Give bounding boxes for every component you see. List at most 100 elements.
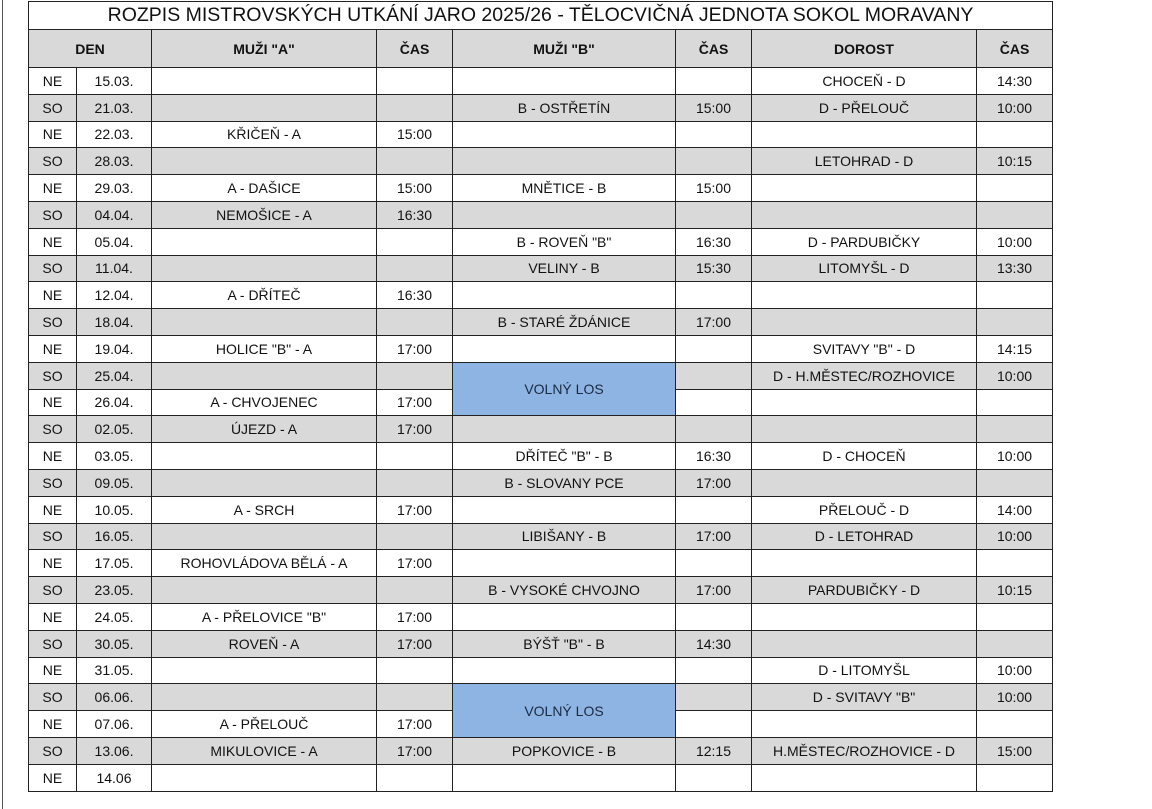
youth-match: PŘELOUČ - D xyxy=(751,495,977,524)
header-day: DEN xyxy=(28,29,152,68)
youth-match: H.MĚSTEC/ROZHOVICE - D xyxy=(751,736,977,765)
men-b-time xyxy=(675,334,752,363)
youth-time: 10:00 xyxy=(975,522,1054,551)
men-a-match: A - CHVOJENEC xyxy=(151,388,377,417)
youth-time: 10:00 xyxy=(975,683,1054,712)
header-men-a: MUŽI "A" xyxy=(151,29,377,68)
youth-time: 13:30 xyxy=(975,254,1054,283)
day-cell: NE xyxy=(28,549,77,578)
men-b-time: 15:00 xyxy=(675,174,752,202)
men-a-match: A - DAŠICE xyxy=(151,174,377,202)
men-a-time xyxy=(376,227,453,256)
day-cell: SO xyxy=(28,683,77,712)
men-b-time xyxy=(675,763,752,792)
youth-match: LITOMYŠL - D xyxy=(751,254,977,283)
men-a-time: 15:00 xyxy=(376,174,453,202)
date-cell: 31.05. xyxy=(76,656,152,685)
men-a-time: 17:00 xyxy=(376,495,453,524)
header-time-b: ČAS xyxy=(675,29,752,68)
date-cell: 05.04. xyxy=(76,227,152,256)
men-a-time xyxy=(376,576,453,604)
date-cell: 02.05. xyxy=(76,415,152,444)
date-cell: 09.05. xyxy=(76,468,152,497)
table-row: SO 16.05. LIBIŠANY - B 17:00 D - LETOHRAD 10:… xyxy=(28,522,1054,551)
day-cell: NE xyxy=(28,602,77,631)
date-cell: 23.05. xyxy=(76,576,152,604)
men-b-time xyxy=(675,495,752,524)
page-border xyxy=(2,0,3,809)
men-a-time: 17:00 xyxy=(376,629,453,658)
youth-match: D - LETOHRAD xyxy=(751,522,977,551)
date-cell: 21.03. xyxy=(76,93,152,122)
men-a-time xyxy=(376,656,453,685)
youth-time: 10:00 xyxy=(975,442,1054,470)
men-a-time: 17:00 xyxy=(376,415,453,444)
men-a-match: A - PŘELOUČ xyxy=(151,710,377,738)
men-b-match: B - SLOVANY PCE xyxy=(452,468,676,497)
date-cell: 18.04. xyxy=(76,308,152,336)
date-cell: 10.05. xyxy=(76,495,152,524)
date-cell: 12.04. xyxy=(76,281,152,310)
men-a-time xyxy=(376,147,453,176)
men-a-match: A - DŘÍTEČ xyxy=(151,281,377,310)
table-row: SO 13.06. MIKULOVICE - A 17:00 POPKOVICE - B… xyxy=(28,736,1054,765)
youth-time xyxy=(975,388,1054,417)
men-a-time xyxy=(376,361,453,390)
men-b-time: 17:00 xyxy=(675,468,752,497)
youth-time: 10:15 xyxy=(975,147,1054,176)
men-b-match xyxy=(452,602,676,631)
men-b-match xyxy=(452,415,676,444)
men-a-match xyxy=(151,227,377,256)
men-b-time xyxy=(675,120,752,149)
date-cell: 17.05. xyxy=(76,549,152,578)
date-cell: 19.04. xyxy=(76,334,152,363)
youth-time xyxy=(975,174,1054,202)
men-b-time: 15:00 xyxy=(675,93,752,122)
date-cell: 22.03. xyxy=(76,120,152,149)
men-a-time xyxy=(376,254,453,283)
men-b-time xyxy=(675,388,752,417)
table-row: NE 14.06 xyxy=(28,763,1054,792)
table-row: SO 04.04. NEMOŠICE - A 16:30 xyxy=(28,200,1054,229)
table-row: NE 22.03. KŘIČEŇ - A 15:00 xyxy=(28,120,1054,149)
table-row: NE 24.05. A - PŘELOVICE "B" 17:00 xyxy=(28,602,1054,631)
men-a-time xyxy=(376,442,453,470)
men-a-time xyxy=(376,522,453,551)
table-row: NE 31.05. D - LITOMYŠL 10:00 xyxy=(28,656,1054,685)
men-b-match xyxy=(452,67,676,95)
men-b-time xyxy=(675,281,752,310)
youth-match xyxy=(751,710,977,738)
men-b-match xyxy=(452,656,676,685)
men-b-match xyxy=(452,147,676,176)
men-b-time xyxy=(675,683,752,712)
youth-time: 14:30 xyxy=(975,67,1054,95)
day-cell: NE xyxy=(28,710,77,738)
date-cell: 11.04. xyxy=(76,254,152,283)
men-a-match: HOLICE "B" - A xyxy=(151,334,377,363)
youth-match: D - SVITAVY "B" xyxy=(751,683,977,712)
men-a-match xyxy=(151,468,377,497)
header-time-d: ČAS xyxy=(975,29,1054,68)
day-cell: NE xyxy=(28,174,77,202)
men-b-match: MNĚTICE - B xyxy=(452,174,676,202)
table-row: SO 02.05. ÚJEZD - A 17:00 xyxy=(28,415,1054,444)
men-a-match: ROHOVLÁDOVA BĚLÁ - A xyxy=(151,549,377,578)
men-a-time: 17:00 xyxy=(376,388,453,417)
men-a-match: A - SRCH xyxy=(151,495,377,524)
youth-time: 10:00 xyxy=(975,656,1054,685)
header-time-a: ČAS xyxy=(376,29,453,68)
date-cell: 29.03. xyxy=(76,174,152,202)
men-a-time: 15:00 xyxy=(376,120,453,149)
date-cell: 26.04. xyxy=(76,388,152,417)
men-b-match: POPKOVICE - B xyxy=(452,736,676,765)
youth-time xyxy=(975,281,1054,310)
youth-time xyxy=(975,308,1054,336)
men-b-time xyxy=(675,549,752,578)
men-b-time xyxy=(675,147,752,176)
date-cell: 25.04. xyxy=(76,361,152,390)
men-b-match: BÝŠŤ "B" - B xyxy=(452,629,676,658)
youth-time xyxy=(975,415,1054,444)
table-row: NE 05.04. B - ROVEŇ "B" 16:30 D - PARDUBIČKY… xyxy=(28,227,1054,256)
schedule-title: ROZPIS MISTROVSKÝCH UTKÁNÍ JARO 2025/26 … xyxy=(27,1,1054,30)
youth-time: 14:15 xyxy=(975,334,1054,363)
